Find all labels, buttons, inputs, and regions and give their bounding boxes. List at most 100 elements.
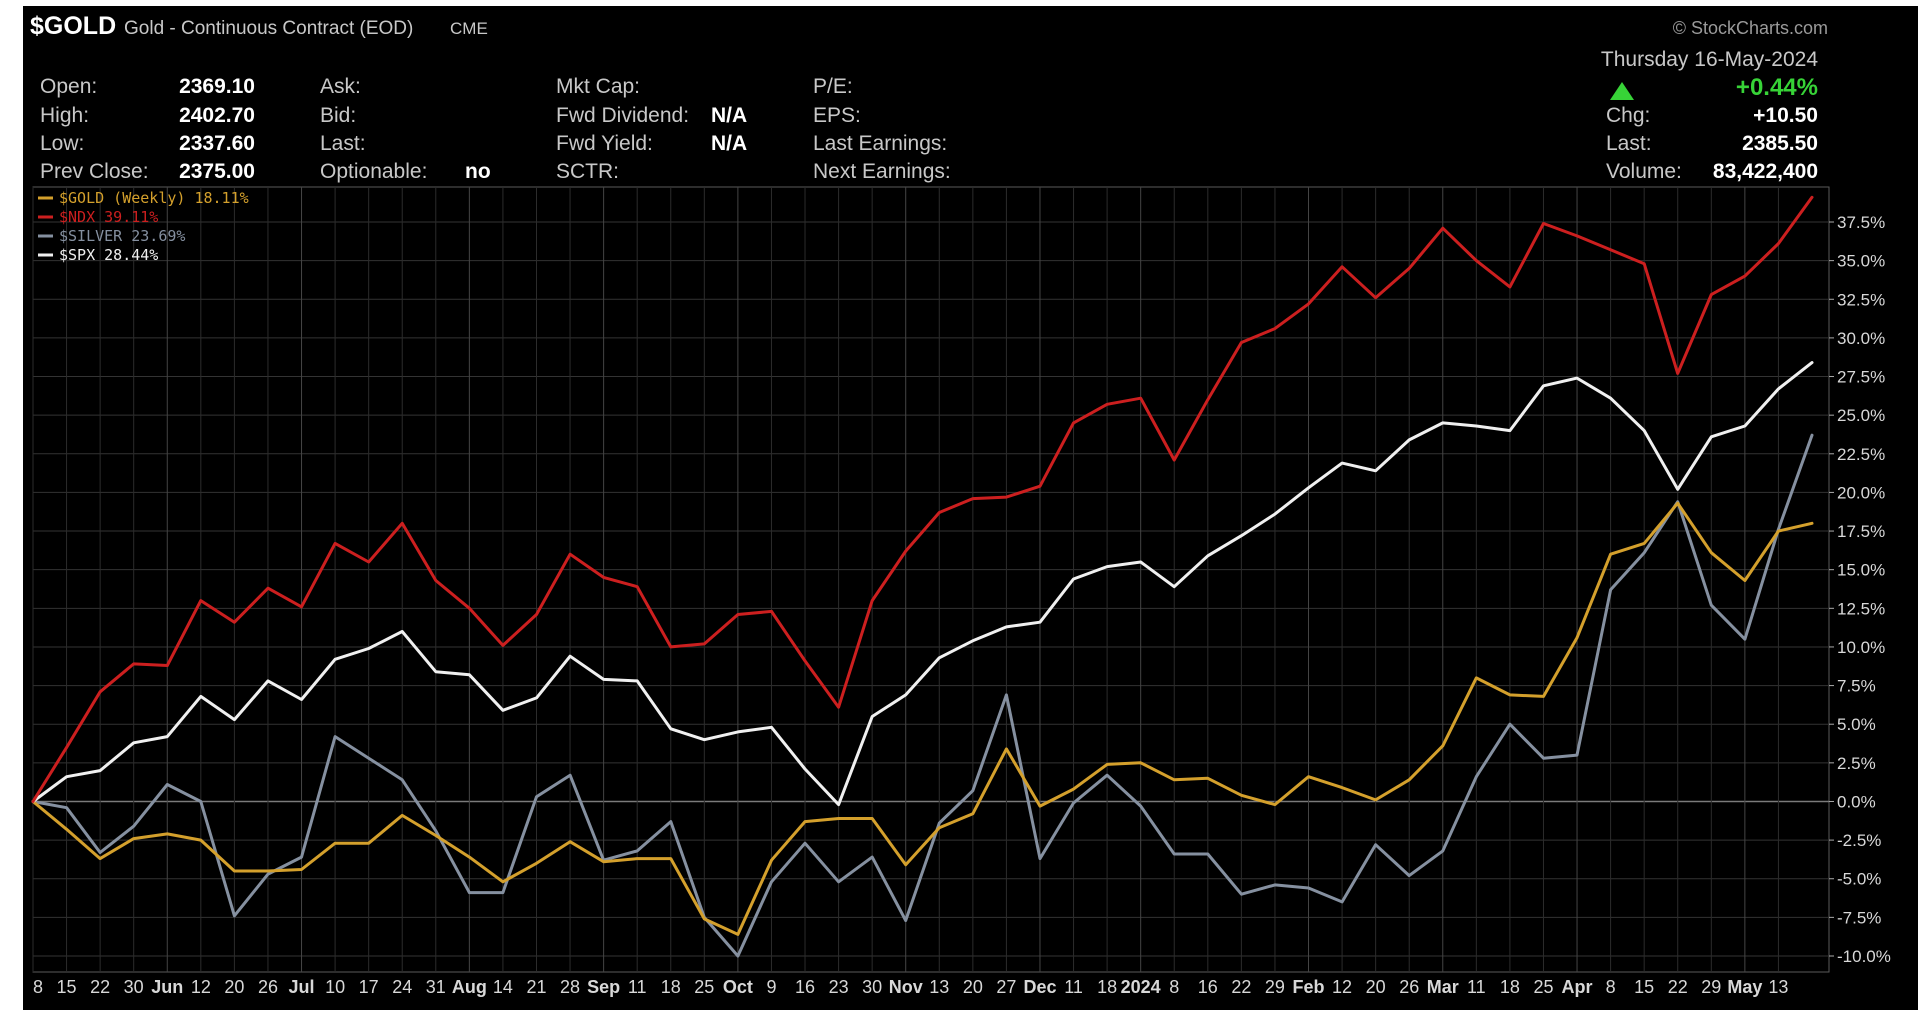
fwd-yield-value: N/A [711,132,747,155]
y-tick-label: 7.5% [1837,677,1876,696]
x-tick-label: Mar [1427,977,1459,997]
y-tick-label: 27.5% [1837,368,1885,387]
high-value: 2402.70 [179,104,255,127]
x-tick-label: 8 [33,977,43,997]
high-label: High: [40,104,89,127]
y-tick-label: 22.5% [1837,445,1885,464]
x-tick-label: 14 [493,977,513,997]
chg-label: Chg: [1606,104,1650,127]
open-value: 2369.10 [179,75,255,98]
prev-close-value: 2375.00 [179,160,255,183]
gold-series-line [31,501,1814,936]
x-tick-label: 22 [90,977,110,997]
x-tick-label: 18 [661,977,681,997]
x-tick-label: 26 [258,977,278,997]
fwd-yield-label: Fwd Yield: [556,132,653,155]
x-tick-label: 12 [191,977,211,997]
x-tick-label: Feb [1293,977,1325,997]
volume-value: 83,422,400 [1713,160,1818,183]
y-tick-label: -5.0% [1837,870,1881,889]
low-label: Low: [40,132,84,155]
y-tick-label: 2.5% [1837,754,1876,773]
x-tick-label: 13 [1768,977,1788,997]
x-tick-label: 29 [1701,977,1721,997]
x-tick-label: 26 [1399,977,1419,997]
quote-date: Thursday 16-May-2024 [1601,48,1818,71]
x-tick-label: 11 [628,977,647,997]
x-tick-label: Jul [289,977,315,997]
ndx-series-line [31,195,1814,803]
x-tick-label: 13 [929,977,949,997]
mkt-cap-label: Mkt Cap: [556,75,640,98]
eps-label: EPS: [813,104,861,127]
fwd-dividend-label: Fwd Dividend: [556,104,689,127]
x-tick-label: 16 [1198,977,1218,997]
x-tick-label: 8 [1169,977,1179,997]
x-tick-label: Jun [151,977,183,997]
chg-value: +10.50 [1753,104,1818,127]
x-tick-label: 22 [1231,977,1251,997]
x-tick-label: 16 [795,977,815,997]
y-tick-label: -10.0% [1837,947,1891,966]
x-tick-label: 22 [1668,977,1688,997]
x-tick-label: 20 [963,977,983,997]
x-tick-label: 20 [1366,977,1386,997]
sctr-label: SCTR: [556,160,619,183]
y-tick-label: 17.5% [1837,522,1885,541]
last-label-mid: Last: [320,132,366,155]
x-tick-label: Apr [1562,977,1593,997]
x-tick-label: 10 [325,977,345,997]
x-axis-ticks: 8 15 22 30 Jun 12 20 26 Jul 10 17 24 31 Aug 14 21 28 Sep 1… [33,977,1788,997]
fwd-dividend-value: N/A [711,104,747,127]
x-tick-label: 25 [694,977,714,997]
x-tick-label: 21 [526,977,546,997]
y-tick-label: -2.5% [1837,831,1881,850]
up-triangle-icon [1610,82,1634,100]
x-tick-label: 17 [359,977,379,997]
legend: $GOLD (Weekly) 18.11% $NDX 39.11% $SILVE… [38,189,249,264]
y-tick-label: 10.0% [1837,638,1885,657]
silver-series-line [31,433,1814,958]
optionable-value: no [465,160,491,183]
last-value: 2385.50 [1742,132,1818,155]
x-tick-label: Nov [889,977,923,997]
x-tick-label: Oct [723,977,753,997]
y-tick-label: 30.0% [1837,329,1885,348]
next-earnings-label: Next Earnings: [813,160,951,183]
x-tick-label: May [1727,977,1762,997]
exchange-label: CME [450,19,488,38]
x-tick-label: 9 [766,977,776,997]
grid-lines [32,187,1834,972]
open-label: Open: [40,75,97,98]
legend-entry-gold: $GOLD (Weekly) 18.11% [59,189,249,207]
series-lines [31,195,1814,958]
y-tick-label: 15.0% [1837,561,1885,580]
last-earnings-label: Last Earnings: [813,132,947,155]
instrument-name: Gold - Continuous Contract (EOD) [124,18,413,39]
x-tick-label: 15 [57,977,77,997]
x-tick-label: 31 [426,977,446,997]
x-tick-label: 11 [1064,977,1083,997]
bid-label: Bid: [320,104,356,127]
x-tick-label: 23 [829,977,849,997]
legend-entry-ndx: $NDX 39.11% [59,208,158,226]
symbol-label: $GOLD [30,12,116,40]
x-tick-label: 18 [1097,977,1117,997]
x-tick-label: 30 [862,977,882,997]
legend-entry-silver: $SILVER 23.69% [59,227,185,245]
y-tick-label: 0.0% [1837,792,1876,811]
x-tick-label: 30 [124,977,144,997]
y-tick-label: 12.5% [1837,599,1885,618]
plot-frame [32,186,1830,973]
pe-label: P/E: [813,75,853,98]
y-tick-label: 20.0% [1837,483,1885,502]
brand-label: © StockCharts.com [1673,18,1828,38]
x-tick-label: 11 [1467,977,1486,997]
x-tick-label: 28 [560,977,580,997]
x-tick-label: 8 [1606,977,1616,997]
x-tick-label: Sep [587,977,620,997]
x-tick-label: 20 [224,977,244,997]
spx-series-line [31,361,1814,807]
